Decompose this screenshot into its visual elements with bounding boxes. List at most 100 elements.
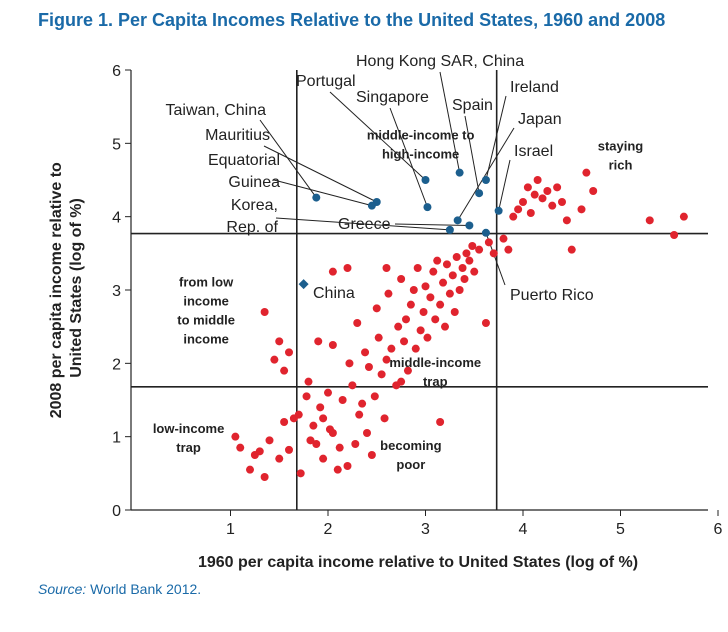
- economy-point: [275, 454, 284, 463]
- point-label: Hong Kong SAR, China: [356, 53, 524, 70]
- point-label: Taiwan, China: [166, 102, 267, 119]
- data-points: [231, 168, 688, 481]
- y-tick-label: 2: [112, 356, 121, 373]
- economy-point: [260, 308, 269, 316]
- economy-point: [679, 212, 688, 221]
- economy-point: [468, 242, 477, 250]
- point-label: Equatorial Guinea: [208, 152, 280, 191]
- point-label: Spain: [452, 97, 493, 114]
- economy-point: [509, 212, 518, 221]
- x-tick-label: 6: [714, 521, 723, 538]
- economy-point: [255, 447, 264, 456]
- economy-point: [475, 245, 484, 254]
- source-label: Source:: [38, 581, 87, 597]
- economy-point: [397, 275, 406, 283]
- highlighted-economy-point: [494, 206, 503, 215]
- point-label: Puerto Rico: [510, 287, 594, 304]
- threshold-lines: [131, 70, 708, 510]
- economy-point: [314, 337, 323, 346]
- highlighted-economy-point: [455, 168, 464, 177]
- y-tick-label: 4: [112, 210, 121, 227]
- y-tick-label: 0: [112, 503, 121, 520]
- economy-point: [523, 183, 532, 192]
- economy-point: [455, 286, 464, 294]
- economy-point: [328, 267, 337, 276]
- economy-point: [441, 322, 449, 331]
- economy-point: [436, 418, 445, 426]
- quadrant-label: staying rich: [598, 139, 644, 173]
- quadrant-label: from low income to middle income: [177, 274, 235, 346]
- economy-point: [504, 245, 513, 254]
- economy-point: [285, 445, 293, 454]
- economy-point: [394, 322, 403, 331]
- economy-point: [423, 333, 432, 342]
- economy-point: [231, 432, 240, 441]
- economy-point: [367, 451, 376, 459]
- economy-point: [270, 355, 279, 364]
- quadrant-label: becoming poor: [380, 438, 441, 472]
- point-label: China: [313, 285, 355, 302]
- economy-point: [304, 377, 313, 386]
- leader-line: [457, 127, 515, 221]
- economy-point: [403, 366, 412, 375]
- economy-point: [514, 205, 523, 214]
- economy-point: [343, 462, 352, 470]
- x-tick-label: 3: [421, 521, 430, 538]
- y-axis-title: 2008 per capita income relative to Unite…: [48, 158, 85, 419]
- economy-point: [296, 469, 305, 478]
- economy-point: [319, 454, 328, 463]
- economy-point: [328, 341, 337, 349]
- economy-point: [374, 333, 383, 342]
- highlighted-economy-point: [475, 189, 484, 198]
- economy-point: [377, 370, 386, 379]
- leader-line: [329, 91, 426, 181]
- economy-point: [562, 216, 571, 225]
- economy-point: [387, 344, 396, 353]
- figure-title: Figure 1. Per Capita Incomes Relative to…: [38, 10, 666, 30]
- economy-point: [413, 264, 422, 272]
- economy-point: [302, 392, 311, 401]
- economy-point: [260, 473, 269, 481]
- leader-line: [464, 115, 480, 194]
- economy-point: [338, 396, 347, 404]
- leader-line: [394, 223, 470, 226]
- economy-point: [530, 190, 539, 199]
- leader-line: [263, 145, 377, 203]
- point-label: Singapore: [356, 89, 429, 106]
- point-label: Korea, Rep. of: [226, 197, 278, 236]
- point-label: Ireland: [510, 79, 559, 96]
- y-tick-label: 3: [112, 283, 121, 300]
- highlighted-economy-point: [312, 193, 321, 202]
- economy-point: [316, 403, 325, 412]
- economy-point: [416, 326, 425, 335]
- economy-point: [419, 308, 428, 316]
- economy-point: [484, 238, 493, 247]
- economy-point: [363, 429, 371, 437]
- x-axis-title: 1960 per capita income relative to Unite…: [198, 554, 638, 571]
- economy-point: [382, 264, 391, 272]
- y-tick-label: 6: [112, 63, 121, 80]
- point-label: Greece: [338, 216, 391, 233]
- economy-point: [370, 392, 379, 401]
- highlighted-economy-point: [367, 201, 376, 210]
- economy-point: [548, 201, 557, 210]
- economy-point: [439, 278, 448, 287]
- x-tick-label: 2: [324, 521, 333, 538]
- economy-point: [351, 440, 360, 448]
- economy-point: [577, 205, 586, 214]
- economy-point: [567, 245, 576, 254]
- economy-point: [353, 319, 362, 327]
- axes: 0 1 2 3 4 5 6 1 2 3 4 5 6: [112, 63, 722, 538]
- economy-point: [533, 176, 542, 184]
- quadrant-label: middle-income to high-income: [367, 128, 475, 162]
- economy-point: [411, 344, 420, 353]
- economy-point: [312, 440, 321, 448]
- economy-point: [380, 414, 389, 423]
- quadrant-label: middle-income trap: [389, 355, 481, 389]
- leader-line: [259, 119, 317, 198]
- point-label: Mauritius: [205, 127, 270, 144]
- economy-point: [436, 300, 445, 309]
- economy-point: [285, 348, 293, 357]
- china-point: [298, 279, 309, 290]
- economy-point: [372, 304, 381, 313]
